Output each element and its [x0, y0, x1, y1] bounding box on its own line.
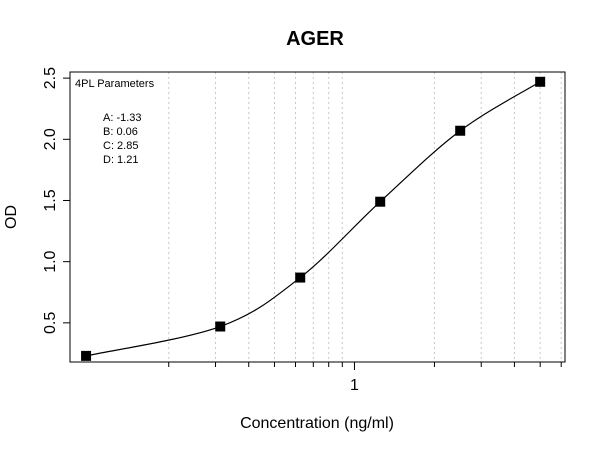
data-point — [215, 321, 226, 332]
y-tick-label: 0.5 — [42, 312, 59, 334]
y-tick-label: 1.5 — [42, 189, 59, 211]
data-point — [455, 125, 466, 136]
y-tick-label: 2.5 — [42, 67, 59, 89]
parameter-b: B: 0.06 — [103, 126, 138, 138]
parameter-d: D: 1.21 — [103, 154, 138, 166]
x-tick-label: 1 — [350, 377, 359, 394]
x-axis: 1 — [168, 362, 562, 394]
data-point — [375, 196, 386, 207]
y-tick-label: 1.0 — [42, 250, 59, 272]
data-point — [535, 76, 546, 87]
data-point — [295, 272, 306, 283]
plot-frame — [69, 71, 566, 363]
data-points — [81, 76, 546, 361]
parameter-heading: 4PL Parameters — [75, 78, 155, 90]
parameter-a: A: -1.33 — [103, 112, 142, 124]
chart-title: AGER — [286, 28, 344, 50]
data-point — [81, 350, 92, 361]
parameter-box: 4PL Parameters A: -1.33 B: 0.06 C: 2.85 … — [75, 78, 155, 166]
y-tick-label: 2.0 — [42, 128, 59, 150]
x-axis-label: Concentration (ng/ml) — [240, 415, 394, 432]
y-axis: 0.5 1.0 1.5 2.0 2.5 — [42, 67, 70, 334]
parameter-c: C: 2.85 — [103, 140, 138, 152]
grid-lines — [168, 72, 562, 362]
y-axis-label: OD — [3, 205, 20, 229]
